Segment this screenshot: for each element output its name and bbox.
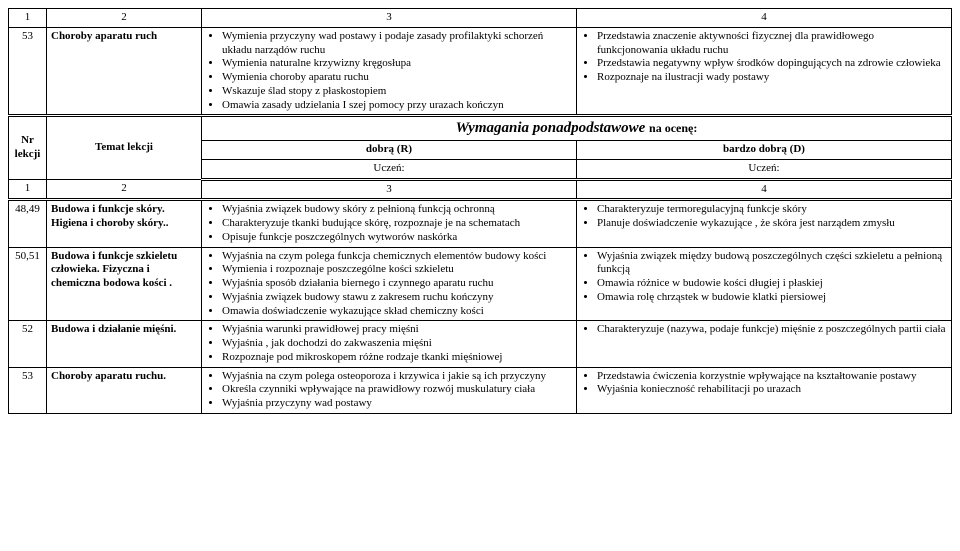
lesson-number: 50,51 <box>9 247 47 321</box>
lesson-number: 52 <box>9 321 47 367</box>
col3-cell: Wyjaśnia na czym polega osteoporoza i kr… <box>202 367 577 413</box>
list-item: Wyjaśnia , jak dochodzi do zakwaszenia m… <box>222 337 572 351</box>
lesson-topic: Choroby aparatu ruchu. <box>47 367 202 413</box>
bullet-list: Charakteryzuje (nazywa, podaje funkcje) … <box>581 323 947 337</box>
table-row: 48,49 Budowa i funkcje skóry. Higiena i … <box>9 200 952 247</box>
list-item: Omawia zasady udzielania I szej pomocy p… <box>222 99 572 113</box>
col4-cell: Przedstawia ćwiczenia korzystnie wpływaj… <box>577 367 952 413</box>
list-item: Charakteryzuje (nazywa, podaje funkcje) … <box>597 323 947 337</box>
bullet-list: Wyjaśnia związek między budową poszczegó… <box>581 250 947 305</box>
wymagania-header: Wymagania ponadpodstawowe na ocenę: <box>202 116 952 141</box>
col4-cell: Charakteryzuje (nazywa, podaje funkcje) … <box>577 321 952 367</box>
ocene-text: na ocenę: <box>649 121 697 135</box>
col3-cell: Wyjaśnia na czym polega funkcja chemiczn… <box>202 247 577 321</box>
col3-cell: Wyjaśnia warunki prawidłowej pracy mięśn… <box>202 321 577 367</box>
bullet-list: Przedstawia znaczenie aktywności fizyczn… <box>581 30 947 85</box>
list-item: Wymienia przyczyny wad postawy i podaje … <box>222 30 572 58</box>
wymagania-title-text: Wymagania ponadpodstawowe <box>456 120 646 136</box>
list-item: Omawia doświadczenie wykazujące skład ch… <box>222 305 572 319</box>
bullet-list: Wyjaśnia związek budowy skóry z pełnioną… <box>206 203 572 244</box>
list-item: Przedstawia znaczenie aktywności fizyczn… <box>597 30 947 58</box>
sub-1: 1 <box>9 179 47 200</box>
table-row: 52 Budowa i działanie mięśni. Wyjaśnia w… <box>9 321 952 367</box>
list-item: Omawia różnice w budowie kości długiej i… <box>597 277 947 291</box>
list-item: Planuje doświadczenie wykazujące , że sk… <box>597 217 947 231</box>
lesson-number: 53 <box>9 27 47 116</box>
list-item: Wymienia naturalne krzywizny kręgosłupa <box>222 57 572 71</box>
bardzo-header: bardzo dobrą (D) <box>577 141 952 160</box>
list-item: Charakteryzuje termoregulacyjną funkcje … <box>597 203 947 217</box>
lesson-number: 53 <box>9 367 47 413</box>
bullet-list: Wyjaśnia na czym polega funkcja chemiczn… <box>206 250 572 319</box>
sub-4: 4 <box>577 179 952 200</box>
list-item: Wskazuje ślad stopy z płaskostopiem <box>222 85 572 99</box>
curriculum-table: 1 2 3 4 53 Choroby aparatu ruch Wymienia… <box>8 8 952 414</box>
list-item: Wyjaśnia związek między budową poszczegó… <box>597 250 947 278</box>
uczen-right: Uczeń: <box>577 159 952 179</box>
list-item: Wyjaśnia związek budowy stawu z zakresem… <box>222 291 572 305</box>
hdr-2: 2 <box>47 9 202 28</box>
list-item: Rozpoznaje pod mikroskopem różne rodzaje… <box>222 351 572 365</box>
nr-lekcji-header: Nr lekcji <box>9 116 47 179</box>
table-row: 50,51 Budowa i funkcje szkieletu człowie… <box>9 247 952 321</box>
hdr-1: 1 <box>9 9 47 28</box>
list-item: Opisuje funkcje poszczególnych wytworów … <box>222 231 572 245</box>
lesson-number: 48,49 <box>9 200 47 247</box>
hdr-4: 4 <box>577 9 952 28</box>
hdr-3: 3 <box>202 9 577 28</box>
table-row: 53 Choroby aparatu ruchu. Wyjaśnia na cz… <box>9 367 952 413</box>
sub-header-row: 1 2 3 4 <box>9 179 952 200</box>
top-header-row: 1 2 3 4 <box>9 9 952 28</box>
sub-3: 3 <box>202 179 577 200</box>
mid-header-row1: Nr lekcji Temat lekcji Wymagania ponadpo… <box>9 116 952 141</box>
list-item: Omawia rolę chrząstek w budowie klatki p… <box>597 291 947 305</box>
list-item: Przedstawia ćwiczenia korzystnie wpływaj… <box>597 370 947 384</box>
uczen-left: Uczeń: <box>202 159 577 179</box>
lesson-topic: Budowa i funkcje skóry. Higiena i chorob… <box>47 200 202 247</box>
col4-cell: Wyjaśnia związek między budową poszczegó… <box>577 247 952 321</box>
list-item: Określa czynniki wpływające na prawidłow… <box>222 383 572 397</box>
list-item: Wyjaśnia związek budowy skóry z pełnioną… <box>222 203 572 217</box>
bullet-list: Wyjaśnia warunki prawidłowej pracy mięśn… <box>206 323 572 364</box>
list-item: Wyjaśnia warunki prawidłowej pracy mięśn… <box>222 323 572 337</box>
list-item: Wyjaśnia sposób działania biernego i czy… <box>222 277 572 291</box>
col3-cell: Wymienia przyczyny wad postawy i podaje … <box>202 27 577 116</box>
list-item: Wyjaśnia przyczyny wad postawy <box>222 397 572 411</box>
col3-cell: Wyjaśnia związek budowy skóry z pełnioną… <box>202 200 577 247</box>
col4-cell: Charakteryzuje termoregulacyjną funkcje … <box>577 200 952 247</box>
list-item: Wymienia choroby aparatu ruchu <box>222 71 572 85</box>
bullet-list: Wymienia przyczyny wad postawy i podaje … <box>206 30 572 113</box>
bullet-list: Charakteryzuje termoregulacyjną funkcje … <box>581 203 947 231</box>
bullet-list: Wyjaśnia na czym polega osteoporoza i kr… <box>206 370 572 411</box>
col4-cell: Przedstawia znaczenie aktywności fizyczn… <box>577 27 952 116</box>
list-item: Wyjaśnia na czym polega osteoporoza i kr… <box>222 370 572 384</box>
list-item: Wyjaśnia konieczność rehabilitacji po ur… <box>597 383 947 397</box>
list-item: Wymienia i rozpoznaje poszczególne kości… <box>222 263 572 277</box>
list-item: Charakteryzuje tkanki budujące skórę, ro… <box>222 217 572 231</box>
lesson-topic: Budowa i działanie mięśni. <box>47 321 202 367</box>
list-item: Rozpoznaje na ilustracji wady postawy <box>597 71 947 85</box>
lesson-topic: Budowa i funkcje szkieletu człowieka. Fi… <box>47 247 202 321</box>
table-row: 53 Choroby aparatu ruch Wymienia przyczy… <box>9 27 952 116</box>
list-item: Wyjaśnia na czym polega funkcja chemiczn… <box>222 250 572 264</box>
temat-header: Temat lekcji <box>47 116 202 179</box>
bullet-list: Przedstawia ćwiczenia korzystnie wpływaj… <box>581 370 947 398</box>
list-item: Przedstawia negatywny wpływ środków dopi… <box>597 57 947 71</box>
dobra-header: dobrą (R) <box>202 141 577 160</box>
sub-2: 2 <box>47 179 202 200</box>
lesson-topic: Choroby aparatu ruch <box>47 27 202 116</box>
